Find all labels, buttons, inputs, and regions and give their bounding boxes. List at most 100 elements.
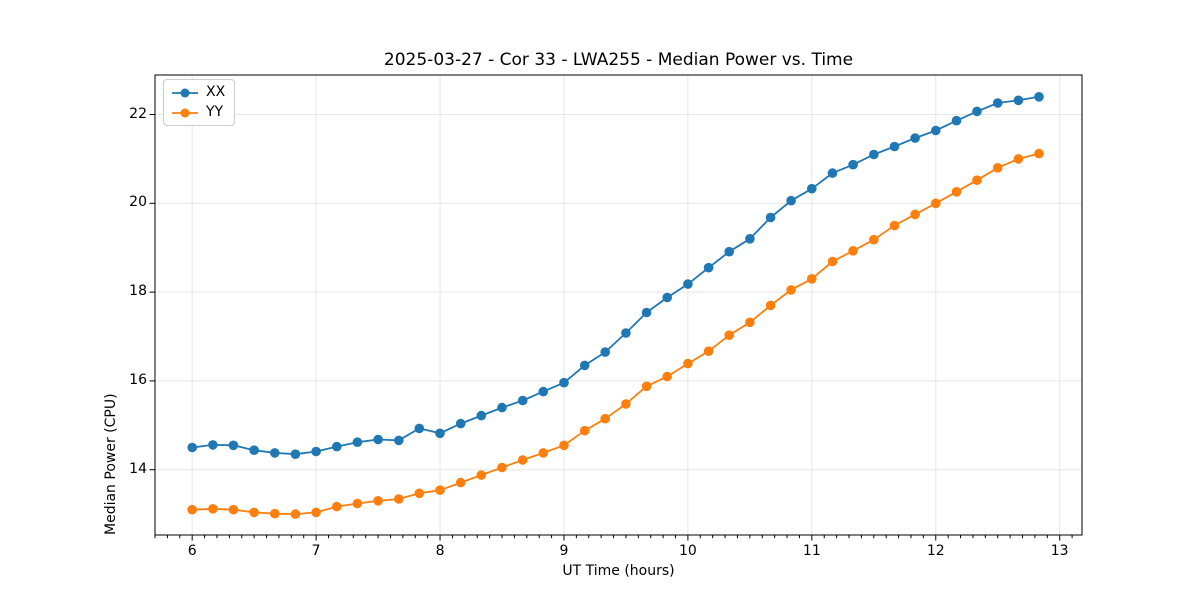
y-tick-label: 22	[129, 105, 147, 122]
data-point-XX	[745, 234, 755, 244]
data-point-YY	[703, 346, 714, 357]
data-point-XX	[579, 360, 590, 371]
data-point-XX	[476, 410, 487, 421]
data-point-YY	[208, 504, 218, 514]
data-point-YY	[910, 209, 920, 220]
data-point-YY	[1013, 154, 1024, 164]
x-axis-label: UT Time (hours)	[562, 563, 675, 579]
series-XX	[187, 92, 1044, 460]
gridlines	[155, 75, 1082, 535]
data-point-XX	[600, 347, 610, 357]
data-point-YY	[848, 246, 858, 256]
data-point-YY	[951, 187, 962, 197]
x-tick-label: 7	[311, 543, 321, 559]
legend-item-YY: YY	[171, 104, 225, 121]
data-point-XX	[931, 125, 941, 136]
data-point-XX	[951, 115, 962, 126]
data-point-XX	[228, 440, 239, 451]
data-point-XX	[641, 307, 652, 318]
legend-label: YY	[206, 104, 224, 120]
y-tick-label: 14	[129, 460, 147, 477]
data-point-XX	[1013, 95, 1024, 106]
data-point-XX	[538, 386, 549, 397]
data-point-XX	[992, 98, 1003, 108]
data-point-XX	[621, 328, 631, 338]
data-point-XX	[311, 446, 321, 457]
data-point-XX	[455, 418, 466, 429]
data-point-XX	[208, 440, 218, 450]
x-tick-label: 10	[678, 543, 697, 559]
data-point-XX	[786, 195, 796, 206]
data-point-XX	[683, 279, 693, 289]
data-point-YY	[414, 488, 425, 499]
data-point-YY	[724, 330, 734, 341]
data-point-XX	[724, 246, 734, 257]
data-point-YY	[600, 413, 610, 424]
data-point-XX	[394, 435, 404, 446]
axis-ticks	[149, 114, 1073, 541]
data-point-YY	[373, 496, 383, 506]
data-point-YY	[869, 234, 879, 245]
data-point-XX	[332, 441, 342, 452]
plot-border	[154, 74, 1083, 536]
data-point-YY	[497, 462, 507, 473]
x-tick-label: 13	[1050, 543, 1069, 559]
data-point-YY	[394, 494, 404, 504]
data-point-YY	[559, 440, 569, 451]
data-point-YY	[683, 358, 693, 369]
data-point-XX	[889, 141, 900, 152]
chart-title: 2025-03-27 - Cor 33 - LWA255 - Median Po…	[383, 50, 854, 70]
data-point-XX	[517, 395, 528, 406]
legend-line-marker-icon	[172, 108, 198, 117]
legend-label: XX	[206, 84, 226, 100]
data-point-YY	[827, 256, 838, 267]
x-tick-label: 9	[559, 543, 569, 559]
data-point-YY	[352, 498, 363, 509]
data-point-YY	[992, 163, 1003, 173]
data-point-YY	[311, 507, 321, 518]
legend-item-XX: XX	[171, 84, 225, 101]
data-point-XX	[972, 106, 982, 117]
data-point-XX	[807, 183, 817, 194]
data-point-XX	[765, 212, 776, 223]
data-point-YY	[270, 508, 280, 519]
data-point-YY	[455, 477, 466, 488]
y-tick-label: 18	[129, 283, 147, 300]
data-point-YY	[621, 399, 631, 409]
data-point-XX	[848, 159, 858, 170]
data-point-YY	[889, 220, 900, 231]
data-point-XX	[662, 292, 672, 303]
data-point-YY	[332, 501, 342, 512]
data-point-XX	[187, 442, 197, 453]
data-point-XX	[373, 434, 383, 445]
data-point-YY	[517, 455, 528, 465]
data-point-XX	[827, 168, 838, 178]
y-tick-label: 16	[129, 371, 147, 388]
data-point-XX	[869, 149, 879, 160]
data-point-YY	[745, 317, 755, 328]
data-point-XX	[414, 423, 425, 434]
data-point-YY	[765, 300, 776, 311]
x-tick-label: 8	[435, 543, 445, 559]
data-point-YY	[972, 175, 982, 185]
legend: XX YY	[163, 79, 236, 126]
data-point-YY	[538, 448, 549, 458]
data-point-YY	[1034, 148, 1044, 159]
data-point-YY	[435, 485, 445, 496]
data-point-XX	[1034, 92, 1044, 102]
data-point-XX	[352, 437, 363, 448]
data-point-YY	[187, 504, 197, 515]
legend-line-marker-icon	[172, 88, 198, 97]
data-point-XX	[559, 377, 569, 388]
data-point-XX	[270, 448, 280, 458]
data-point-XX	[497, 402, 507, 413]
x-tick-label: 12	[926, 543, 945, 559]
data-point-XX	[703, 262, 714, 273]
data-point-YY	[662, 371, 672, 382]
data-point-YY	[290, 509, 301, 519]
data-point-XX	[249, 445, 259, 456]
data-point-YY	[931, 198, 941, 209]
data-point-XX	[910, 133, 920, 143]
